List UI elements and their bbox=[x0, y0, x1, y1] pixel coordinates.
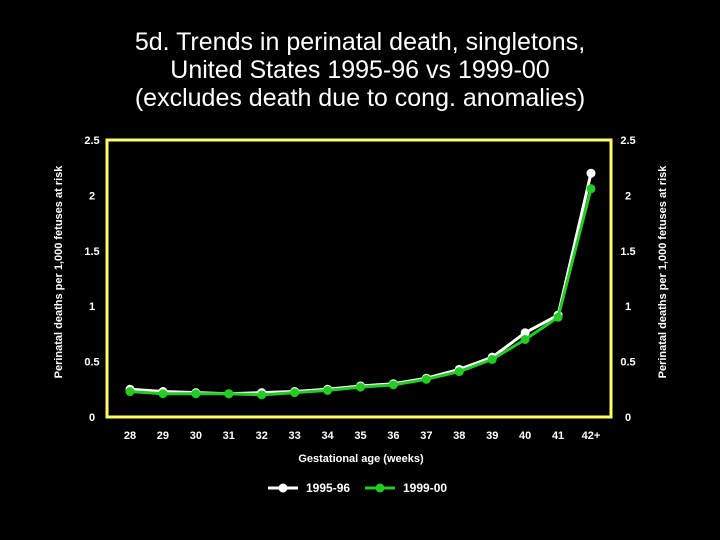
x-tick: 31 bbox=[223, 430, 235, 442]
data-point bbox=[388, 380, 398, 390]
series-line bbox=[129, 188, 593, 397]
series-1999-00 bbox=[125, 184, 596, 400]
data-point bbox=[257, 390, 267, 400]
y-tick-left: 1.5 bbox=[84, 246, 99, 258]
series-line bbox=[129, 172, 593, 396]
x-tick: 42+ bbox=[582, 430, 601, 442]
y-tick-right: 2 bbox=[625, 190, 631, 202]
y-axis-right-ticks: 0 0.5 1 1.5 2 2.5 bbox=[620, 135, 635, 424]
x-tick: 33 bbox=[289, 430, 301, 442]
data-point bbox=[520, 334, 530, 344]
title-line-2: United States 1995-96 vs 1999-00 bbox=[170, 56, 550, 84]
x-tick: 38 bbox=[453, 430, 465, 442]
legend: 1995-96 1999-00 bbox=[268, 481, 447, 495]
x-tick: 36 bbox=[387, 430, 399, 442]
data-point bbox=[356, 382, 365, 392]
y-tick-right: 2.5 bbox=[620, 135, 635, 147]
series-layer bbox=[125, 168, 596, 400]
y-axis-label-left: Perinatal deaths per 1,000 fetuses at ri… bbox=[53, 165, 65, 379]
data-point bbox=[191, 389, 201, 399]
series-1995-96 bbox=[125, 168, 596, 399]
data-point bbox=[553, 312, 563, 322]
x-tick: 40 bbox=[519, 430, 531, 442]
data-point bbox=[487, 354, 497, 364]
title-line-1: 5d. Trends in perinatal death, singleton… bbox=[134, 28, 586, 56]
data-point bbox=[586, 184, 596, 194]
x-tick: 34 bbox=[321, 430, 334, 442]
data-point bbox=[125, 387, 135, 397]
y-tick-left: 2.5 bbox=[84, 135, 99, 147]
chart-title: 5d. Trends in perinatal death, singleton… bbox=[0, 28, 720, 112]
legend-swatch-marker bbox=[278, 483, 288, 493]
data-point bbox=[586, 168, 596, 178]
y-tick-left: 0.5 bbox=[84, 357, 99, 369]
plot-frame bbox=[105, 138, 613, 419]
x-tick: 30 bbox=[190, 430, 202, 442]
title-line-3: (excludes death due to cong. anomalies) bbox=[134, 84, 586, 112]
data-point bbox=[323, 385, 333, 395]
y-tick-left: 1 bbox=[89, 301, 95, 313]
data-point bbox=[520, 328, 530, 338]
x-tick: 28 bbox=[124, 430, 136, 442]
x-tick: 39 bbox=[486, 430, 498, 442]
x-tick: 37 bbox=[420, 430, 432, 442]
x-tick: 32 bbox=[256, 430, 268, 442]
data-point bbox=[224, 389, 234, 399]
legend-swatch-marker bbox=[375, 483, 385, 493]
y-tick-right: 1.5 bbox=[620, 246, 635, 258]
y-tick-right: 0 bbox=[625, 412, 631, 424]
x-tick: 41 bbox=[552, 430, 564, 442]
data-point bbox=[158, 389, 168, 399]
x-axis-label: Gestational age (weeks) bbox=[298, 453, 424, 465]
legend-label: 1995-96 bbox=[306, 481, 350, 495]
y-tick-right: 1 bbox=[625, 301, 631, 313]
data-point bbox=[290, 388, 300, 398]
y-axis-label-right: Perinatal deaths per 1,000 fetuses at ri… bbox=[657, 165, 669, 379]
x-axis-ticks: 28 29 30 31 32 33 34 35 36 37 38 39 40 41 42+ bbox=[124, 430, 600, 442]
legend-label: 1999-00 bbox=[403, 481, 447, 495]
data-point bbox=[454, 367, 464, 377]
legend-item: 1999-00 bbox=[365, 481, 447, 495]
legend-item: 1995-96 bbox=[268, 481, 350, 495]
y-tick-right: 0.5 bbox=[620, 357, 635, 369]
y-tick-left: 2 bbox=[89, 190, 95, 202]
y-tick-left: 0 bbox=[89, 412, 95, 424]
x-tick: 29 bbox=[157, 430, 169, 442]
x-tick: 35 bbox=[354, 430, 366, 442]
data-point bbox=[421, 374, 431, 384]
y-axis-left-ticks: 0 0.5 1 1.5 2 2.5 bbox=[84, 135, 99, 424]
